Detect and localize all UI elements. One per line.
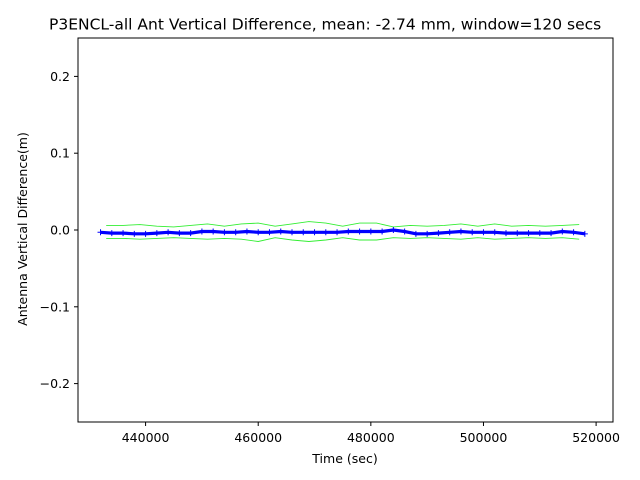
data-point <box>322 229 329 236</box>
data-point <box>525 230 532 237</box>
x-axis-label: Time (sec) <box>311 451 377 466</box>
data-point <box>435 230 442 237</box>
data-point <box>277 228 284 235</box>
chart-title: P3ENCL-all Ant Vertical Difference, mean… <box>49 16 601 34</box>
data-point <box>379 228 386 235</box>
data-point <box>367 228 374 235</box>
data-point <box>356 228 363 235</box>
data-point <box>559 228 566 235</box>
data-point <box>401 228 408 235</box>
data-point <box>255 229 262 236</box>
data-point <box>131 230 138 237</box>
data-point <box>412 230 419 237</box>
x-tick-label: 480000 <box>347 430 395 445</box>
data-point <box>536 230 543 237</box>
data-point <box>153 230 160 237</box>
data-point <box>97 229 104 236</box>
x-tick-label: 520000 <box>572 430 620 445</box>
data-point <box>570 229 577 236</box>
x-axis: 440000 460000 480000 500000 520000 <box>122 422 620 445</box>
data-point <box>334 229 341 236</box>
y-tick-label: 0.0 <box>50 223 70 238</box>
plot-area <box>97 221 588 242</box>
data-point <box>469 229 476 236</box>
data-point <box>548 230 555 237</box>
data-point <box>243 228 250 235</box>
data-point <box>108 230 115 237</box>
data-point <box>457 228 464 235</box>
data-point <box>120 230 127 237</box>
upper-envelope-line <box>106 221 580 228</box>
data-point <box>232 229 239 236</box>
x-tick-label: 500000 <box>460 430 508 445</box>
x-tick-label: 460000 <box>234 430 282 445</box>
data-point <box>165 229 172 236</box>
data-point <box>424 230 431 237</box>
x-tick-label: 440000 <box>122 430 170 445</box>
y-tick-label: 0.1 <box>50 146 70 161</box>
lower-envelope-line <box>106 237 580 242</box>
data-point <box>446 229 453 236</box>
data-point <box>289 229 295 236</box>
data-point <box>311 229 318 236</box>
data-point <box>142 230 149 237</box>
y-tick-label: 0.2 <box>50 69 70 84</box>
data-point <box>176 230 183 237</box>
data-point <box>514 230 521 237</box>
data-point <box>221 229 228 236</box>
data-point <box>581 230 588 237</box>
y-tick-label: −0.1 <box>40 299 70 314</box>
data-point <box>300 229 307 236</box>
y-axis-label: Antenna Vertical Difference(m) <box>15 132 30 326</box>
data-point <box>491 229 498 236</box>
data-point <box>345 228 352 235</box>
data-point <box>390 227 397 233</box>
y-axis: −0.2 −0.1 0.0 0.1 0.2 <box>40 69 78 391</box>
data-point <box>266 229 273 236</box>
data-point <box>198 228 205 235</box>
y-tick-label: −0.2 <box>40 376 70 391</box>
data-point <box>480 229 487 236</box>
data-point <box>210 228 217 235</box>
data-point <box>503 230 509 237</box>
data-point <box>187 230 194 237</box>
